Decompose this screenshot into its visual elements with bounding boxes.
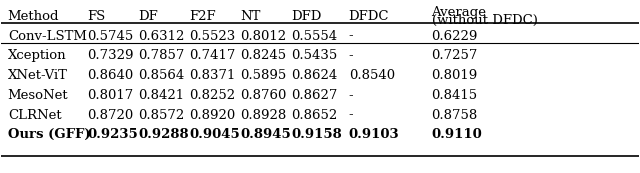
Text: 0.8019: 0.8019: [431, 69, 478, 82]
Text: -: -: [349, 30, 353, 43]
Text: 0.5554: 0.5554: [291, 30, 337, 43]
Text: 0.8012: 0.8012: [241, 30, 287, 43]
Text: 0.8758: 0.8758: [431, 109, 478, 122]
Text: 0.8640: 0.8640: [88, 69, 134, 82]
Text: 0.6312: 0.6312: [138, 30, 185, 43]
Text: Xception: Xception: [8, 49, 67, 62]
Text: 0.5745: 0.5745: [88, 30, 134, 43]
Text: Method: Method: [8, 10, 60, 23]
Text: 0.8928: 0.8928: [241, 109, 287, 122]
Text: DFD: DFD: [291, 10, 322, 23]
Text: 0.8652: 0.8652: [291, 109, 337, 122]
Text: 0.8564: 0.8564: [138, 69, 185, 82]
Text: 0.9110: 0.9110: [431, 128, 483, 141]
Text: 0.8252: 0.8252: [189, 89, 236, 102]
Text: 0.8624: 0.8624: [291, 69, 337, 82]
Text: 0.6229: 0.6229: [431, 30, 478, 43]
Text: 0.8017: 0.8017: [88, 89, 134, 102]
Text: 0.8572: 0.8572: [138, 109, 185, 122]
Text: 0.5523: 0.5523: [189, 30, 236, 43]
Text: 0.9045: 0.9045: [189, 128, 240, 141]
Text: MesoNet: MesoNet: [8, 89, 68, 102]
Text: 0.9288: 0.9288: [138, 128, 189, 141]
Text: 0.8415: 0.8415: [431, 89, 477, 102]
Text: DF: DF: [138, 10, 158, 23]
Text: 0.8627: 0.8627: [291, 89, 338, 102]
Text: DFDC: DFDC: [349, 10, 389, 23]
Text: NT: NT: [241, 10, 260, 23]
Text: FS: FS: [88, 10, 106, 23]
Text: 0.8760: 0.8760: [241, 89, 287, 102]
Text: -: -: [349, 49, 353, 62]
Text: 0.9103: 0.9103: [349, 128, 399, 141]
Text: 0.8540: 0.8540: [349, 69, 395, 82]
Text: 0.8945: 0.8945: [241, 128, 291, 141]
Text: 0.8245: 0.8245: [241, 49, 287, 62]
Text: 0.7329: 0.7329: [88, 49, 134, 62]
Text: 0.5435: 0.5435: [291, 49, 337, 62]
Text: -: -: [349, 109, 353, 122]
Text: 0.8371: 0.8371: [189, 69, 236, 82]
Text: XNet-ViT: XNet-ViT: [8, 69, 68, 82]
Text: F2F: F2F: [189, 10, 216, 23]
Text: 0.9158: 0.9158: [291, 128, 342, 141]
Text: 0.8920: 0.8920: [189, 109, 236, 122]
Text: Conv-LSTM: Conv-LSTM: [8, 30, 87, 43]
Text: 0.5895: 0.5895: [241, 69, 287, 82]
Text: (without DFDC): (without DFDC): [431, 14, 538, 27]
Text: CLRNet: CLRNet: [8, 109, 61, 122]
Text: 0.8421: 0.8421: [138, 89, 184, 102]
Text: Average: Average: [431, 6, 486, 19]
Text: 0.7417: 0.7417: [189, 49, 236, 62]
Text: 0.7257: 0.7257: [431, 49, 478, 62]
Text: 0.8720: 0.8720: [88, 109, 134, 122]
Text: Ours (GFF): Ours (GFF): [8, 128, 90, 141]
Text: -: -: [349, 89, 353, 102]
Text: 0.7857: 0.7857: [138, 49, 185, 62]
Text: 0.9235: 0.9235: [88, 128, 138, 141]
